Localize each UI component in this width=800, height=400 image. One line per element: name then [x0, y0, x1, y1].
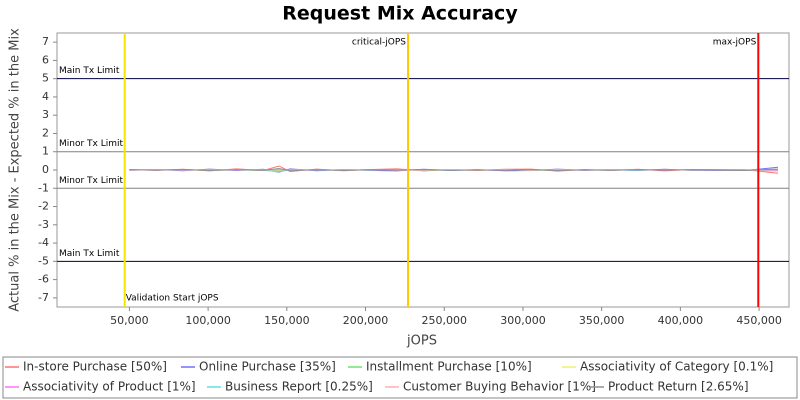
legend-label: Associativity of Product [1%]	[23, 380, 196, 394]
y-tick-label: -3	[38, 218, 49, 231]
limit-label: Main Tx Limit	[59, 249, 120, 259]
y-tick-label: 1	[42, 145, 49, 158]
y-tick-label: 2	[42, 126, 49, 139]
legend-label: Installment Purchase [10%]	[366, 360, 532, 374]
y-tick-label: -6	[38, 273, 49, 286]
y-axis-label: Actual % in the Mix - Expected % in the …	[8, 28, 23, 312]
limit-label: Minor Tx Limit	[59, 139, 124, 149]
x-tick-label: 200,000	[343, 314, 389, 327]
y-tick-label: 3	[42, 108, 49, 121]
x-tick-label: 300,000	[500, 314, 546, 327]
series-line	[129, 168, 779, 172]
y-tick-label: -2	[38, 200, 49, 213]
x-tick-label: 250,000	[422, 314, 468, 327]
y-tick-label: 7	[42, 35, 49, 48]
x-tick-label: 50,000	[110, 314, 149, 327]
legend-label: Customer Buying Behavior [1%]	[403, 380, 596, 394]
y-tick-label: -4	[38, 236, 49, 249]
legend	[2, 356, 798, 399]
y-tick-label: 6	[42, 53, 49, 66]
y-tick-label: -1	[38, 181, 49, 194]
marker-label: max-jOPS	[713, 38, 757, 48]
y-tick-label: 0	[42, 163, 49, 176]
marker-label: Validation Start jOPS	[126, 294, 219, 304]
limit-label: Main Tx Limit	[59, 66, 120, 76]
y-tick-label: -7	[38, 291, 49, 304]
x-axis-label: jOPS	[406, 334, 437, 349]
x-tick-label: 350,000	[579, 314, 625, 327]
marker-label: critical-jOPS	[352, 38, 406, 48]
y-tick-label: 4	[42, 90, 49, 103]
legend-label: Product Return [2.65%]	[608, 380, 749, 394]
legend-label: In-store Purchase [50%]	[23, 360, 167, 374]
legend-label: Business Report [0.25%]	[225, 380, 373, 394]
x-tick-label: 100,000	[185, 314, 231, 327]
legend-label: Online Purchase [35%]	[199, 360, 336, 374]
chart-title: Request Mix Accuracy	[282, 3, 518, 25]
legend-label: Associativity of Category [0.1%]	[580, 360, 773, 374]
y-tick-label: 5	[42, 72, 49, 85]
x-tick-label: 450,000	[736, 314, 782, 327]
y-tick-label: -5	[38, 254, 49, 267]
limit-label: Minor Tx Limit	[59, 176, 124, 186]
x-tick-label: 400,000	[658, 314, 704, 327]
x-tick-label: 150,000	[264, 314, 310, 327]
